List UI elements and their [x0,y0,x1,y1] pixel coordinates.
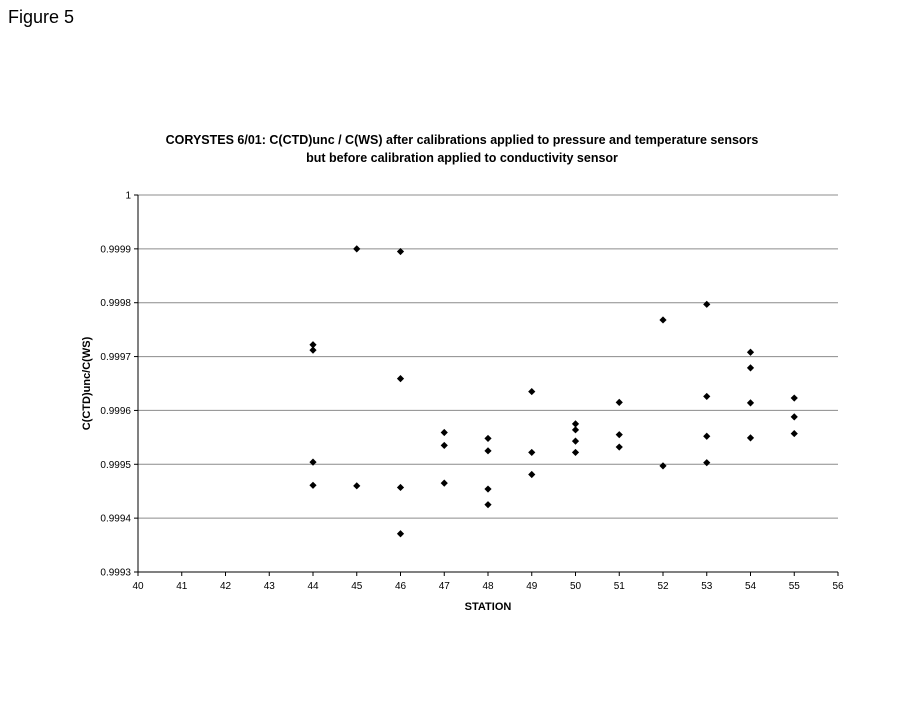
data-point [353,482,361,490]
data-point [528,387,536,396]
data-point [396,530,405,538]
x-tick-label: 41 [176,581,188,592]
y-tick-label: 0.9996 [100,406,131,417]
data-points [309,245,798,538]
chart-title-line1: CORYSTES 6/01: C(CTD)unc / C(WS) after c… [165,133,759,147]
data-point [571,437,580,445]
x-tick-label: 55 [789,581,801,592]
data-point [484,485,492,493]
data-point [396,247,405,256]
data-point [528,448,536,457]
data-point [309,341,317,349]
data-point [746,434,755,442]
data-point [571,420,580,428]
data-point [703,392,711,401]
x-tick-label: 53 [701,581,713,592]
x-tick-label: 49 [526,581,538,592]
x-tick-label: 47 [439,581,451,592]
x-tick-label: 54 [745,581,757,592]
data-point [659,462,667,470]
data-point [571,426,580,434]
data-point [571,448,580,457]
y-tick-label: 0.9995 [100,460,131,471]
y-tick-label: 1 [125,191,131,202]
data-point [484,501,492,509]
x-tick-label: 56 [832,581,844,592]
x-axis-title: STATION [465,601,512,613]
tick-labels: 0.9993 0.9994 0.9995 0.9996 0.9997 0.9998 0.99… [100,191,844,593]
data-point [703,432,711,440]
y-tick-label: 0.9993 [100,568,131,579]
data-point [790,394,798,402]
data-point [659,316,667,324]
data-point [484,447,492,455]
data-point [484,434,492,443]
data-point [396,375,405,383]
data-point [309,458,317,466]
data-point [440,479,448,487]
x-tick-label: 40 [132,581,144,592]
y-axis-title: C(CTD)unc/C(WS) [81,336,93,430]
data-point [746,399,755,407]
data-point [790,413,798,421]
data-point [615,443,623,451]
x-tick-label: 44 [307,581,319,592]
data-point [746,348,755,356]
data-point [309,481,317,489]
data-point [396,483,405,492]
x-tick-label: 43 [264,581,276,592]
x-tick-label: 51 [614,581,626,592]
x-tick-label: 42 [220,581,232,592]
x-tick-label: 50 [570,581,582,592]
axes [134,194,839,576]
data-point [440,441,448,450]
x-tick-label: 52 [657,581,669,592]
y-tick-label: 0.9998 [100,298,131,309]
chart-title-line2: but before calibration applied to conduc… [306,151,618,165]
x-tick-label: 46 [395,581,407,592]
y-tick-label: 0.9999 [100,244,131,255]
data-point [703,300,711,308]
data-point [440,428,448,437]
figure-label: Figure 5 [8,7,75,27]
data-point [309,346,317,354]
data-point [353,245,361,253]
data-point [528,470,536,479]
data-point [703,459,711,467]
data-point [746,364,755,372]
x-tick-label: 45 [351,581,363,592]
y-tick-label: 0.9994 [100,514,131,525]
x-tick-label: 48 [482,581,494,592]
gridlines [138,194,838,573]
data-point [790,429,798,438]
data-point [615,398,623,406]
data-point [615,431,623,439]
y-tick-label: 0.9997 [100,352,131,363]
